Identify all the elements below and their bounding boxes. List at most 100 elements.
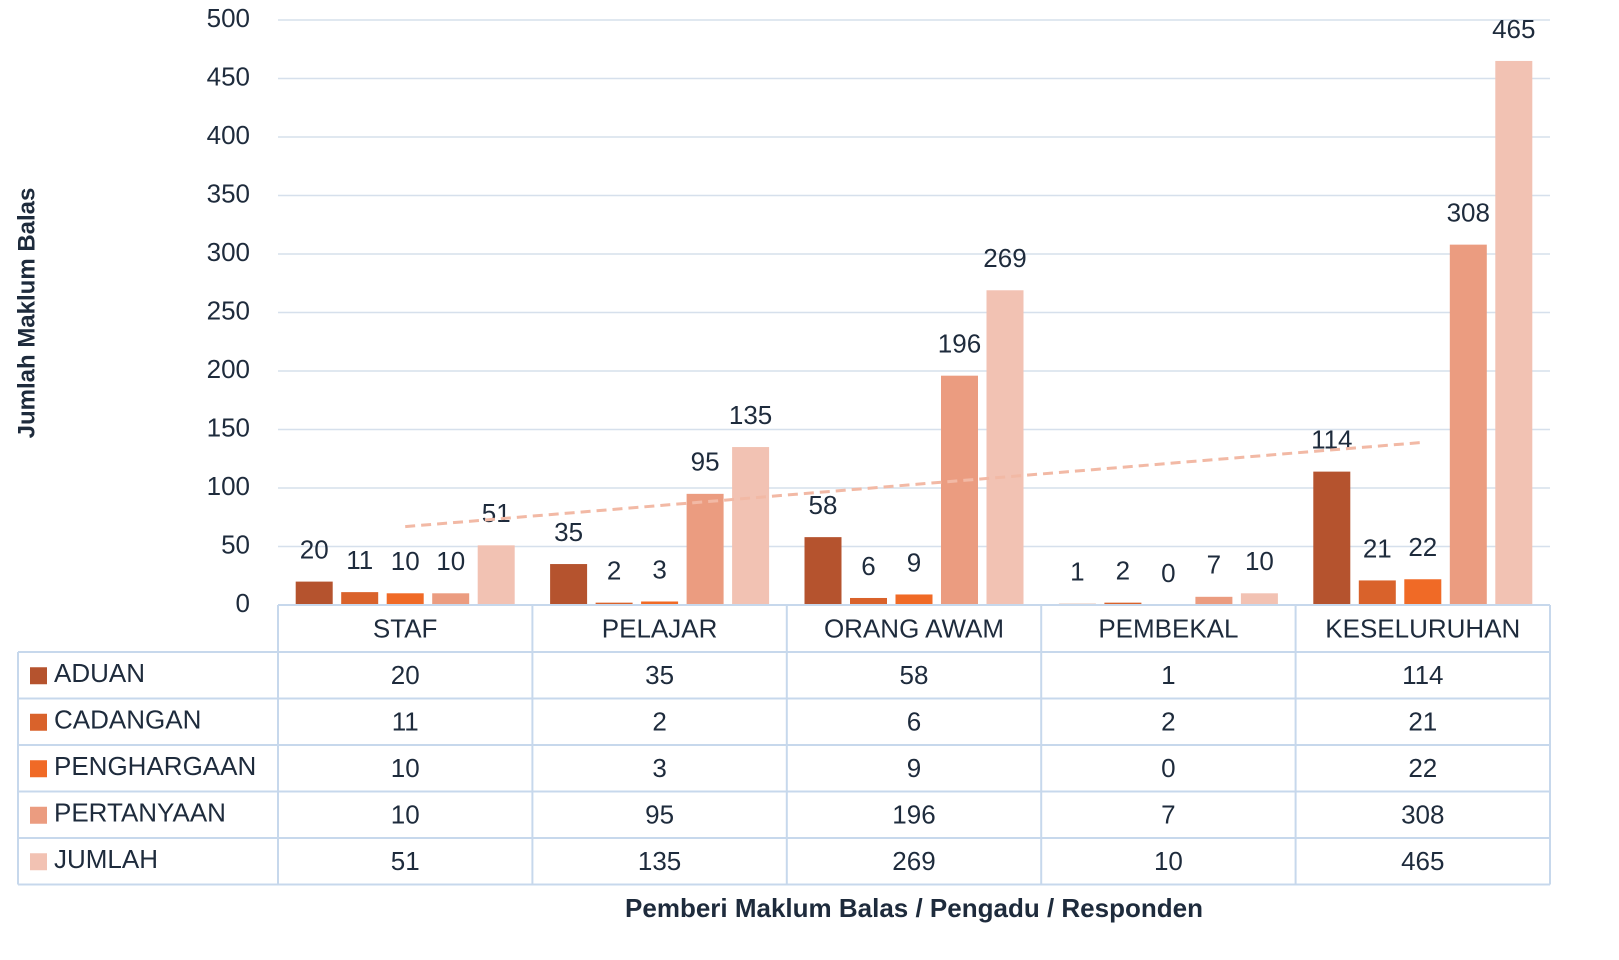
bar (732, 447, 770, 605)
legend-label: JUMLAH (54, 844, 158, 874)
legend-label: PENGHARGAAN (54, 751, 256, 781)
table-cell: 2 (652, 707, 666, 737)
bar (341, 592, 379, 605)
table-cell: 1 (1161, 660, 1175, 690)
data-label: 465 (1492, 14, 1535, 44)
legend-label: CADANGAN (54, 705, 201, 735)
bar (432, 593, 470, 605)
data-label: 10 (1245, 546, 1274, 576)
table-cell: 269 (892, 846, 935, 876)
data-label: 196 (938, 329, 981, 359)
y-tick-label: 0 (236, 588, 250, 618)
table-cell: 58 (900, 660, 929, 690)
y-tick-label: 500 (207, 3, 250, 33)
y-tick-label: 400 (207, 120, 250, 150)
bar (1240, 593, 1278, 605)
table-cell: 22 (1408, 753, 1437, 783)
bar (986, 290, 1024, 605)
table-cell: 9 (907, 753, 921, 783)
legend-swatch (30, 853, 47, 871)
table-cell: 11 (392, 707, 419, 737)
table-cell: 2 (1161, 707, 1175, 737)
table-cell: 95 (645, 800, 674, 830)
data-label: 58 (809, 490, 838, 520)
x-tick-label: STAF (373, 613, 438, 643)
data-label: 2 (607, 556, 621, 586)
bar (477, 545, 515, 605)
bar (1495, 60, 1533, 605)
bar (1313, 471, 1351, 605)
table-cell: 114 (1402, 660, 1443, 690)
trendline (405, 440, 1423, 529)
data-label: 21 (1363, 533, 1392, 563)
data-label: 7 (1207, 550, 1221, 580)
bar (1195, 596, 1233, 605)
data-label: 6 (861, 551, 875, 581)
data-label: 9 (907, 547, 921, 577)
data-label: 51 (482, 498, 511, 528)
bar (895, 594, 933, 605)
bar (1449, 244, 1487, 605)
y-tick-label: 150 (207, 412, 250, 442)
table-cell: 308 (1401, 800, 1444, 830)
table-cell: 35 (645, 660, 674, 690)
table-cell: 465 (1401, 846, 1444, 876)
table-cell: 135 (638, 846, 681, 876)
y-tick-label: 50 (221, 529, 250, 559)
table-cell: 10 (1154, 846, 1183, 876)
bar (804, 537, 842, 605)
legend-label: PERTANYAAN (54, 798, 226, 828)
bar (1358, 580, 1396, 605)
table-cell: 196 (892, 800, 935, 830)
data-label: 22 (1408, 532, 1437, 562)
data-label: 95 (691, 447, 720, 477)
table-cell: 6 (907, 707, 921, 737)
legend-swatch (30, 760, 47, 778)
legend-swatch (30, 713, 47, 731)
y-tick-label: 250 (207, 295, 250, 325)
y-tick-label: 350 (207, 178, 250, 208)
table-cell: 10 (391, 800, 420, 830)
data-label: 35 (554, 517, 583, 547)
x-tick-label: PEMBEKAL (1098, 613, 1238, 643)
data-label: 269 (983, 243, 1026, 273)
data-label: 20 (300, 534, 329, 564)
x-tick-label: ORANG AWAM (824, 613, 1004, 643)
table-cell: 51 (391, 846, 420, 876)
y-tick-label: 200 (207, 354, 250, 384)
data-label: 3 (652, 554, 666, 584)
data-label: 10 (436, 546, 465, 576)
table-cell: 20 (391, 660, 420, 690)
y-tick-label: 450 (207, 61, 250, 91)
y-axis-label: Jumlah Maklum Balas (13, 188, 40, 439)
x-axis-label: Pemberi Maklum Balas / Pengadu / Respond… (625, 893, 1203, 923)
bar (686, 493, 724, 605)
x-tick-label: PELAJAR (602, 613, 718, 643)
bar (1104, 602, 1142, 605)
legend-swatch (30, 667, 47, 685)
legend-swatch (30, 806, 47, 824)
table-cell: 21 (1408, 707, 1437, 737)
data-label: 1 (1070, 557, 1084, 587)
bar (595, 602, 633, 605)
data-label: 0 (1161, 558, 1175, 588)
table-cell: 3 (652, 753, 666, 783)
bar (1404, 579, 1442, 605)
bar (941, 375, 978, 605)
data-label: 10 (391, 546, 420, 576)
table-cell: 10 (391, 753, 420, 783)
data-label: 2 (1116, 556, 1130, 586)
bar (641, 601, 679, 605)
y-tick-label: 100 (207, 471, 250, 501)
bar (550, 564, 588, 605)
y-tick-label: 300 (207, 237, 250, 267)
data-label: 135 (729, 400, 772, 430)
data-label: 308 (1447, 198, 1490, 228)
legend-label: ADUAN (54, 658, 145, 688)
table-cell: 7 (1161, 800, 1175, 830)
bar (386, 593, 424, 605)
data-label: 11 (346, 545, 373, 575)
bar (295, 581, 333, 605)
table-cell: 0 (1161, 753, 1175, 783)
